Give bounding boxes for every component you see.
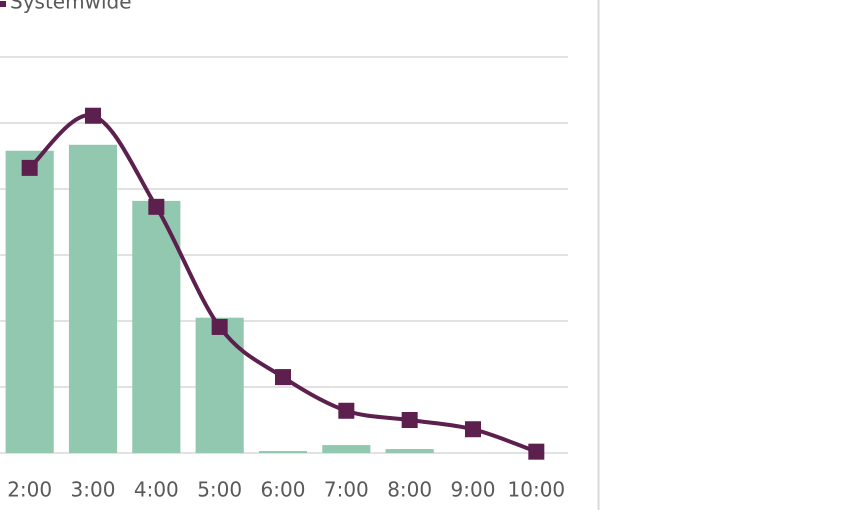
marker: [465, 421, 481, 438]
x-tick-label: 6:00: [261, 478, 306, 502]
x-tick-label: 4:00: [134, 478, 179, 502]
x-tick-label: 7:00: [324, 478, 369, 502]
marker: [401, 412, 418, 428]
bar: [385, 449, 434, 453]
x-tick-label: 10:00: [508, 478, 566, 502]
line: [28, 113, 538, 454]
x-tick-label: 9:00: [451, 478, 496, 502]
x-tick-label: 8:00: [387, 478, 432, 502]
bar: [195, 317, 244, 453]
bar: [5, 150, 54, 453]
x-tick-label: 2:00: [7, 478, 52, 502]
x-tick-label: 3:00: [71, 478, 116, 502]
x-tick-label: 5:00: [197, 478, 242, 502]
marker: [528, 443, 545, 460]
marker: [275, 369, 291, 386]
marker: [21, 159, 38, 176]
marker: [85, 107, 101, 124]
bar: [322, 445, 371, 453]
legend-label: Systemwide: [10, 0, 132, 14]
legend-marker: [0, 1, 6, 7]
bar: [258, 451, 308, 453]
marker: [211, 318, 228, 335]
bar: [68, 144, 118, 453]
marker: [148, 198, 165, 215]
marker: [338, 402, 355, 419]
bar: [132, 200, 181, 453]
